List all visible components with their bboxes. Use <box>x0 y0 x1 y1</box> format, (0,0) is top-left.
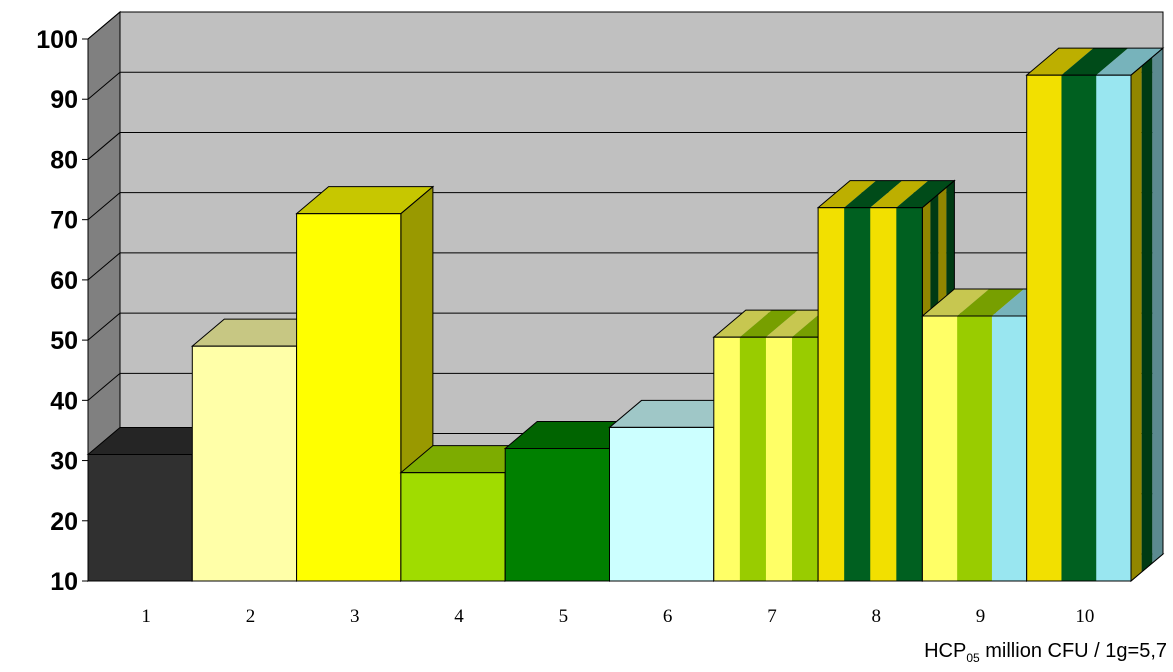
bar-front-stripe <box>896 207 923 581</box>
bar-front-stripe <box>400 472 506 581</box>
bar-front-stripe <box>88 454 193 581</box>
bar-side-stripe <box>1141 57 1153 572</box>
footnote-subscript: 05 <box>966 651 980 665</box>
y-tick-label: 50 <box>50 327 78 355</box>
bar-side-stripe <box>1131 66 1142 582</box>
bar <box>1025 47 1165 583</box>
bar-front-stripe <box>844 207 871 581</box>
x-tick-label: 2 <box>246 606 256 627</box>
bar-front-stripe <box>739 337 767 581</box>
bar-front-stripe <box>1061 75 1097 581</box>
bar-front-stripe <box>609 427 715 581</box>
footnote-prefix: HCP <box>924 640 967 662</box>
x-axis-ticks: 1 2 3 4 5 6 7 8 9 10 <box>141 606 1094 627</box>
x-tick-label: 10 <box>1075 606 1094 627</box>
gridline-side <box>87 11 121 40</box>
y-tick-label: 30 <box>50 448 78 476</box>
y-tick-label: 90 <box>50 86 78 114</box>
bar-top-stripe <box>609 400 746 428</box>
gridline-side <box>87 252 121 281</box>
x-tick-label: 4 <box>454 606 464 627</box>
bar-side-stripe <box>1152 48 1163 563</box>
y-tick-label: 10 <box>50 568 78 596</box>
bar-top-stripe <box>870 180 929 208</box>
bar-front-stripe <box>818 207 845 581</box>
bar-front-stripe <box>792 337 819 581</box>
gridline-side <box>87 312 121 341</box>
bar-top-stripe <box>296 186 433 214</box>
x-tick-label: 8 <box>872 606 882 627</box>
bar-top-stripe <box>922 289 990 317</box>
footnote-lsd: HCP05 million CFU / 1g=5,7 <box>924 640 1167 665</box>
bar-front-stripe <box>1096 75 1132 581</box>
y-tick-label: 80 <box>50 146 78 174</box>
bar-top-stripe <box>1061 48 1129 76</box>
bar-top-stripe <box>844 180 903 208</box>
chart-bars <box>86 47 1165 583</box>
bar-top-stripe <box>505 421 642 449</box>
bar-top-stripe <box>896 180 955 208</box>
bar-front-stripe <box>296 213 402 581</box>
bar-top-stripe <box>1096 48 1163 76</box>
x-tick-label: 5 <box>559 606 569 627</box>
bar-top-stripe <box>957 289 1024 317</box>
bar <box>295 185 435 583</box>
x-tick-label: 1 <box>141 606 151 627</box>
footnote-suffix: million CFU / 1g=5,7 <box>979 640 1167 662</box>
bar-front-stripe <box>192 346 297 581</box>
bar-front-stripe <box>1026 75 1062 581</box>
x-tick-label: 9 <box>976 606 986 627</box>
bar-top-stripe <box>400 445 538 473</box>
bar-front-stripe <box>765 337 793 581</box>
x-tick-label: 7 <box>767 606 777 627</box>
gridline-side <box>87 71 121 100</box>
bar-top-stripe <box>713 310 772 338</box>
y-axis-ticks: 10 20 30 40 50 60 70 80 90 100 <box>36 26 78 596</box>
x-tick-label: 3 <box>350 606 360 627</box>
bar-front-stripe <box>922 316 958 581</box>
y-tick-label: 20 <box>50 508 78 536</box>
bar-side-outline <box>1130 47 1164 583</box>
bar-front-stripe <box>713 337 741 581</box>
bar-top-stripe <box>192 319 329 347</box>
bar-top-stripe <box>739 310 798 338</box>
bar-top-stripe <box>765 310 825 338</box>
gridline-side <box>87 192 121 221</box>
y-tick-label: 60 <box>50 267 78 295</box>
bar-top-stripe <box>818 180 877 208</box>
y-tick-label: 40 <box>50 387 78 415</box>
bar-front-stripe <box>505 448 610 581</box>
bar-top-stripe <box>88 427 225 455</box>
y-tick-label: 70 <box>50 207 78 235</box>
bar-top-stripe <box>1026 48 1094 76</box>
x-tick-label: 6 <box>663 606 673 627</box>
bar-front-stripe <box>870 207 897 581</box>
bar-front-stripe <box>991 316 1028 581</box>
y-tick-label: 100 <box>36 26 78 54</box>
gridline-side <box>87 372 121 401</box>
bar-front-stripe <box>957 316 993 581</box>
gridline-side <box>87 132 121 160</box>
